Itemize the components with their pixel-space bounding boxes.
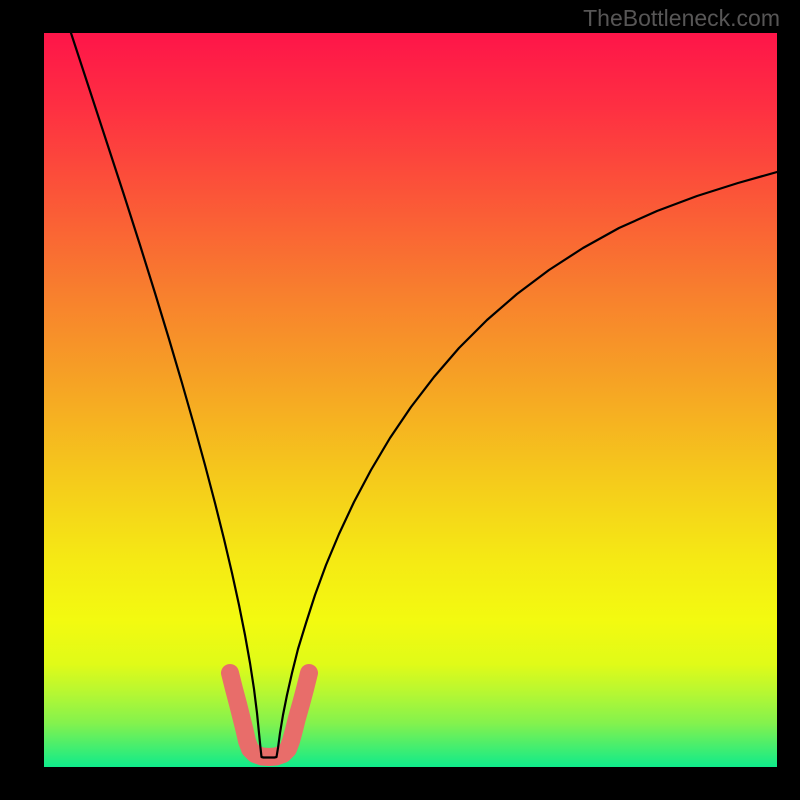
chart-svg [44,33,777,767]
chart-background [44,33,777,767]
chart-plot-area [44,33,777,767]
watermark-text: TheBottleneck.com [583,5,780,32]
